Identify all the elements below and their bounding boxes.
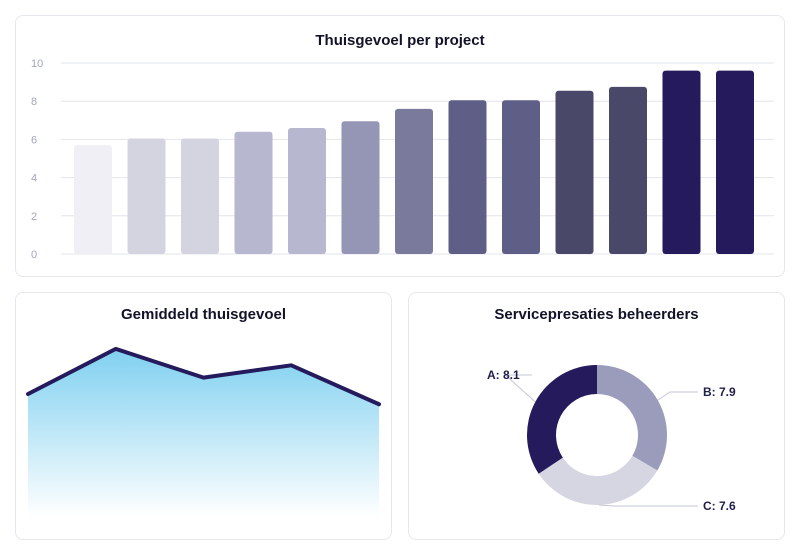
bar — [234, 131, 273, 254]
bar — [127, 138, 166, 254]
y-tick-label: 0 — [31, 249, 37, 261]
bar — [341, 121, 380, 254]
donut-slice — [538, 455, 658, 505]
bar-chart-card: Thuisgevoel per project 0 2 4 6 8 10 — [15, 15, 785, 277]
donut-slice-label: A: 8.1 — [487, 368, 520, 382]
bar — [662, 70, 701, 254]
bar — [609, 86, 647, 254]
donut-chart: A: 8.1 B: 7.9 C: 7.6 — [487, 365, 736, 513]
bar-chart-title: Thuisgevoel per project — [315, 32, 485, 49]
bar — [448, 100, 487, 255]
area-fill — [28, 348, 379, 517]
bar — [181, 138, 219, 254]
bar — [716, 70, 754, 254]
donut-chart-title: Servicepresaties beheerders — [494, 306, 699, 323]
y-tick-label: 2 — [31, 211, 37, 223]
area-chart-title: Gemiddeld thuisgevoel — [120, 306, 287, 323]
area-chart — [26, 346, 381, 517]
donut-slice — [597, 365, 667, 471]
leader-line — [657, 391, 698, 401]
y-tick-label: 4 — [31, 173, 37, 185]
donut-slice-label: C: 7.6 — [703, 499, 736, 513]
leader-line — [598, 504, 698, 507]
donut-chart-card: Servicepresaties beheerders A: 8.1 B: 7.9… — [408, 292, 785, 540]
bar — [74, 145, 112, 254]
bar — [555, 90, 594, 254]
y-tick-label: 10 — [31, 58, 43, 70]
y-tick-label: 6 — [31, 134, 37, 146]
bar — [288, 127, 326, 254]
bar — [395, 108, 433, 254]
bar — [502, 100, 540, 255]
y-tick-label: 8 — [31, 96, 37, 108]
bar-chart: 0 2 4 6 8 10 — [31, 58, 774, 261]
area-chart-card: Gemiddeld thuisgevoel — [15, 292, 392, 540]
leader-line — [504, 374, 536, 403]
donut-slice-label: B: 7.9 — [703, 385, 736, 399]
donut-slice — [527, 365, 597, 474]
